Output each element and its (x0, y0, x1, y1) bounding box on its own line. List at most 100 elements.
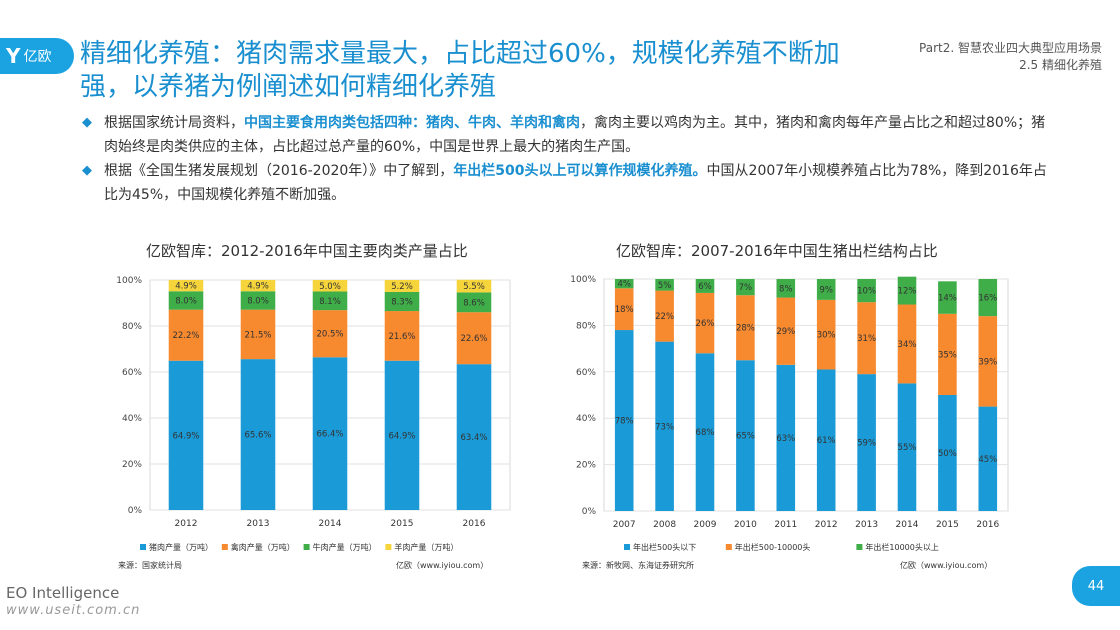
credit-note: 亿欧（www.iyiou.com） (900, 560, 992, 570)
data-label: 64.9% (388, 431, 415, 441)
y-tick-label: 40% (122, 414, 142, 424)
data-label: 12% (898, 287, 917, 297)
bullet-item: ◆ 根据国家统计局资料，中国主要食用肉类包括四种：猪肉、牛肉、羊肉和禽肉，禽肉主… (82, 111, 1052, 159)
bar-segment (655, 279, 674, 291)
credit-note: 亿欧（www.iyiou.com） (396, 560, 488, 570)
data-label: 73% (655, 422, 674, 432)
y-tick-label: 100% (116, 276, 142, 286)
data-label: 59% (857, 439, 876, 449)
legend-swatch (140, 544, 146, 550)
data-label: 4.9% (247, 282, 269, 292)
bar-segment (857, 374, 876, 511)
legend-swatch (725, 544, 732, 550)
data-label: 50% (938, 449, 957, 459)
bullet-text: 根据《全国生猪发展规划（2016-2020年）》中了解到， (104, 163, 454, 179)
diamond-icon: ◆ (82, 163, 92, 178)
y-tick-label: 20% (122, 460, 142, 470)
bar-segment (168, 309, 204, 361)
bar-segment (312, 291, 348, 311)
y-tick-label: 100% (570, 275, 596, 285)
data-label: 22% (655, 312, 674, 322)
bar-segment (614, 288, 634, 331)
data-label: 66.4% (316, 430, 343, 440)
bar-segment (816, 299, 836, 370)
bar-segment (897, 276, 917, 305)
data-label: 22.2% (172, 331, 199, 341)
data-label: 20.5% (316, 330, 343, 340)
bullet-text: 根据国家统计局资料， (104, 115, 244, 131)
bar-segment (614, 279, 634, 289)
legend-label: 年出栏10000头以上 (865, 542, 938, 552)
bullet-highlight: 年出栏500头以上可以算作规模化养殖。 (453, 163, 707, 179)
bar-segment (776, 279, 796, 298)
legend-label: 年出栏500-10000头 (735, 542, 811, 552)
bar-segment (978, 279, 998, 317)
bar-segment (456, 279, 492, 293)
data-label: 5% (658, 281, 672, 291)
data-label: 30% (817, 331, 836, 341)
y-tick-label: 20% (576, 461, 596, 471)
x-tick-label: 2008 (653, 520, 676, 530)
y-tick-label: 40% (576, 414, 596, 424)
data-label: 4.9% (175, 282, 197, 292)
data-label: 14% (938, 294, 957, 304)
bar-segment (312, 357, 348, 510)
page-title: 精细化养殖：猪肉需求量最大，占比超过60%，规模化养殖不断加强，以养猪为例阐述如… (80, 39, 840, 102)
bar-segment (736, 279, 755, 296)
footer-watermark: www.useit.com.cn (6, 603, 141, 618)
data-label: 31% (857, 334, 876, 344)
section-label: Part2. 智慧农业四大典型应用场景 2.5 精细化养殖 (919, 40, 1102, 74)
legend-label: 年出栏500头以下 (633, 542, 696, 552)
bar-segment (240, 280, 276, 292)
data-label: 39% (978, 357, 997, 367)
legend-swatch (385, 544, 392, 550)
data-label: 9% (819, 285, 833, 295)
bar-segment (736, 295, 755, 361)
bar-segment (978, 406, 998, 511)
bar-segment (655, 341, 674, 511)
meat-share-chart: 0% 20% 40% 60% 80% 100% 64.9% 22.2% 8.0% 4.9% 2012… (116, 276, 511, 570)
x-tick-label: 2016 (976, 520, 999, 530)
bullet-highlight: 中国主要食用肉类包括四种：猪肉、牛肉、羊肉和禽肉 (244, 115, 580, 131)
bar-segment (938, 281, 957, 314)
y-tick-label: 60% (122, 368, 142, 378)
bar-segment (240, 359, 276, 510)
x-tick-label: 2015 (936, 520, 959, 530)
chart-title-pig: 亿欧智库：2007-2016年中国生猪出栏结构占比 (616, 242, 938, 260)
data-label: 8.0% (175, 296, 197, 306)
source-note: 来源：国家统计局 (118, 560, 182, 570)
diamond-icon: ◆ (82, 115, 92, 130)
bar-segment (695, 279, 715, 293)
y-tick-label: 80% (122, 322, 142, 332)
data-label: 16% (978, 294, 997, 304)
bar-segment (384, 360, 420, 510)
x-tick-label: 2014 (319, 519, 342, 529)
bar-segment (816, 369, 836, 511)
source-note: 来源：新牧网、东海证券研究所 (582, 560, 694, 570)
page-number: 44 (1072, 566, 1120, 606)
data-label: 34% (898, 340, 917, 350)
bar-segment (168, 280, 204, 292)
bar-segment (776, 297, 796, 365)
x-tick-label: 2016 (463, 519, 486, 529)
x-tick-label: 2009 (694, 520, 717, 530)
bullet-text: ，禽肉主要以鸡肉为主。其中，猪肉和禽肉每年产量占比之和超过80%；猪肉始终是肉类… (104, 115, 1046, 155)
logo-text: 亿欧 (23, 49, 52, 65)
data-label: 8.3% (391, 298, 413, 308)
data-label: 8.6% (463, 298, 485, 308)
x-tick-label: 2015 (391, 519, 414, 529)
logo-mark: Y (6, 44, 21, 68)
legend-swatch (856, 544, 863, 550)
x-tick-label: 2007 (613, 520, 636, 530)
data-label: 29% (776, 327, 795, 337)
data-label: 78% (615, 417, 634, 427)
legend-label: 羊肉产量（万吨） (394, 542, 458, 552)
data-label: 26% (696, 319, 715, 329)
bar-segment (655, 290, 674, 342)
bullet-text: 中国从2007年小规模养殖占比为78%，降到2016年占比为45%，中国规模化养… (104, 163, 1047, 203)
section-part: Part2. 智慧农业四大典型应用场景 (919, 41, 1102, 55)
bar-segment (695, 292, 715, 354)
bar-segment (776, 364, 796, 511)
data-label: 35% (938, 350, 957, 360)
data-label: 63% (776, 434, 795, 444)
